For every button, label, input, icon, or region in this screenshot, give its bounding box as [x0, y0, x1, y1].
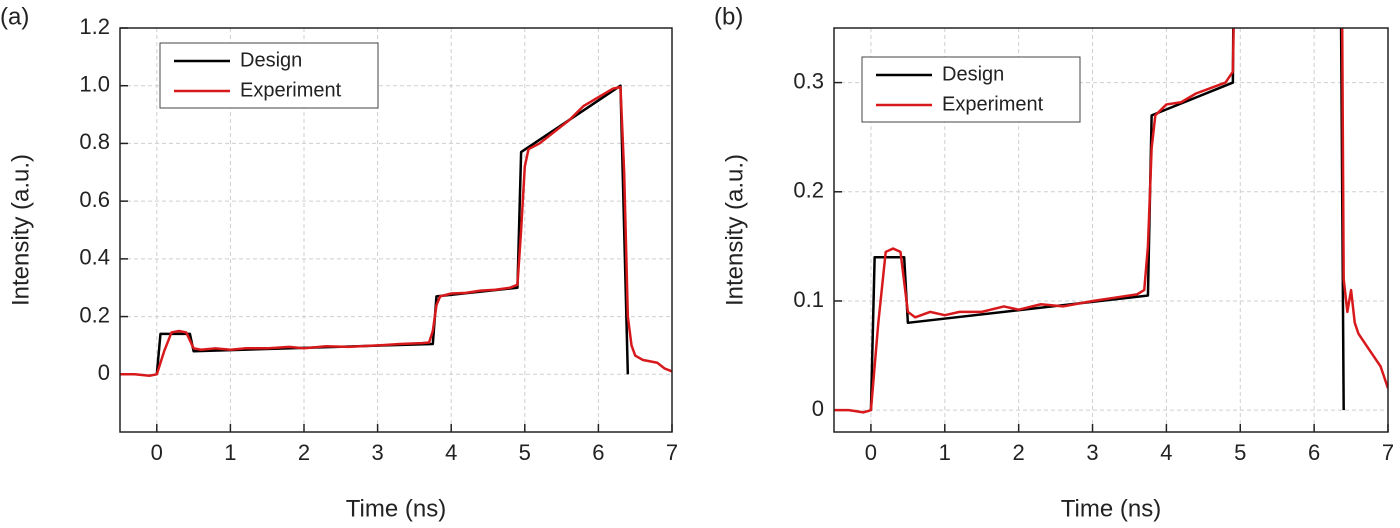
- panel-label: (b): [714, 3, 743, 30]
- series-group: [834, 28, 1388, 414]
- x-tick-label: 6: [1308, 440, 1320, 465]
- plot-area: 0 1 2 3 4 5 6 7 0 0.2 0.4 0.6 0.8 1.0 1.2 Time (ns) Inte…: [0, 3, 678, 522]
- y-axis-label: Intensity (a.u.): [721, 154, 748, 306]
- y-axis-label: Intensity (a.u.): [7, 154, 34, 306]
- x-tick-label: 2: [1013, 440, 1025, 465]
- x-tick-label: 0: [865, 440, 877, 465]
- y-tick-label: 0.4: [79, 245, 110, 270]
- x-tick-label: 5: [1234, 440, 1246, 465]
- plot-area: 0 1 2 3 4 5 6 7 0 0.1 0.2 0.3 Time (ns) Intensity (a.…: [714, 3, 1394, 522]
- y-tick-label: 0.3: [793, 68, 824, 93]
- axes-frame: [119, 27, 673, 433]
- y-tick-label: 0.1: [793, 287, 824, 312]
- x-tick-label: 6: [592, 440, 604, 465]
- legend-label: Experiment: [240, 79, 342, 101]
- y-tick-label: 0.2: [79, 302, 110, 327]
- x-tick-label: 2: [298, 440, 310, 465]
- y-tick-label: 1.0: [79, 72, 110, 97]
- x-tick-label: 7: [666, 440, 678, 465]
- x-tick-label: 3: [1086, 440, 1098, 465]
- legend-label: Experiment: [942, 93, 1044, 115]
- x-tick-label: 1: [224, 440, 236, 465]
- x-tick-label: 5: [519, 440, 531, 465]
- y-tick-label: 0.8: [79, 129, 110, 154]
- series-group: [120, 84, 672, 377]
- legend: Design Experiment: [861, 56, 1081, 123]
- legend-box: [861, 56, 1081, 123]
- legend-label: Design: [942, 63, 1004, 85]
- y-tick-label: 0: [812, 396, 824, 421]
- data-line: [120, 85, 672, 377]
- axes-frame: [833, 27, 1389, 433]
- y-tick-label: 0: [98, 360, 110, 385]
- panel-label: (a): [0, 3, 29, 30]
- x-tick-label: 3: [371, 440, 383, 465]
- legend: Design Experiment: [159, 42, 379, 109]
- legend-box: [159, 42, 379, 109]
- x-tick-label: 1: [939, 440, 951, 465]
- x-tick-label: 0: [151, 440, 163, 465]
- legend-label: Design: [240, 49, 302, 71]
- x-axis-label: Time (ns): [1061, 495, 1161, 522]
- data-line: [834, 28, 1388, 414]
- x-axis-label: Time (ns): [346, 495, 446, 522]
- x-tick-label: 4: [1160, 440, 1172, 465]
- x-tick-label: 7: [1382, 440, 1394, 465]
- y-tick-label: 1.2: [79, 14, 110, 39]
- x-tick-label: 4: [445, 440, 457, 465]
- y-tick-label: 0.6: [79, 187, 110, 212]
- y-tick-label: 0.2: [793, 178, 824, 203]
